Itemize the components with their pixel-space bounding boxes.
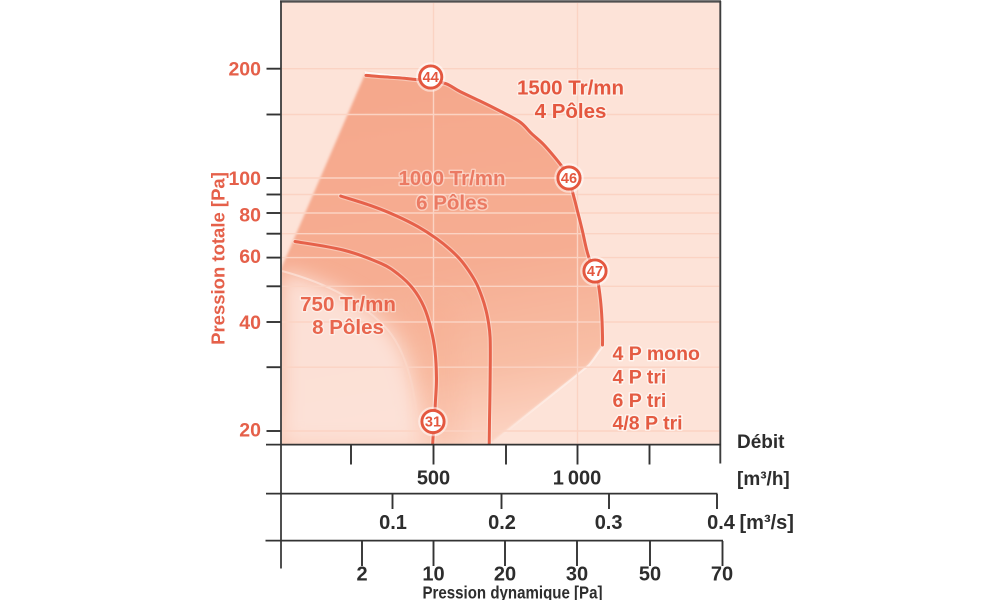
svg-text:4 P tri: 4 P tri xyxy=(613,366,667,388)
svg-text:8 Pôles: 8 Pôles xyxy=(312,316,384,339)
svg-text:60: 60 xyxy=(239,246,261,268)
svg-text:6 Pôles: 6 Pôles xyxy=(416,191,488,214)
svg-text:1500 Tr/mn: 1500 Tr/mn xyxy=(517,76,624,99)
svg-text:750 Tr/mn: 750 Tr/mn xyxy=(300,293,396,316)
svg-text:70: 70 xyxy=(711,564,733,586)
svg-text:200: 200 xyxy=(228,59,261,81)
svg-text:4 Pôles: 4 Pôles xyxy=(535,100,607,123)
svg-text:30: 30 xyxy=(566,564,588,586)
svg-text:4 P mono: 4 P mono xyxy=(613,343,700,365)
svg-text:4/8 P tri: 4/8 P tri xyxy=(613,413,683,435)
svg-text:0.1: 0.1 xyxy=(379,512,407,534)
svg-text:0.3: 0.3 xyxy=(595,512,623,534)
svg-text:10: 10 xyxy=(422,564,444,586)
svg-text:1000 Tr/mn: 1000 Tr/mn xyxy=(398,167,505,190)
svg-text:0.4: 0.4 xyxy=(707,512,736,534)
svg-text:2: 2 xyxy=(356,564,367,586)
svg-text:Débit: Débit xyxy=(737,432,785,453)
svg-text:31: 31 xyxy=(425,415,441,431)
svg-text:20: 20 xyxy=(494,564,516,586)
svg-text:46: 46 xyxy=(561,171,577,187)
svg-text:500: 500 xyxy=(417,468,450,490)
svg-text:[m³/h]: [m³/h] xyxy=(737,469,790,490)
svg-text:Pression totale [Pa]: Pression totale [Pa] xyxy=(208,172,229,345)
svg-text:20: 20 xyxy=(239,420,261,442)
svg-text:44: 44 xyxy=(423,70,439,86)
svg-text:1 000: 1 000 xyxy=(553,468,602,490)
svg-text:6 P tri: 6 P tri xyxy=(613,390,667,412)
svg-text:80: 80 xyxy=(239,205,261,227)
svg-text:40: 40 xyxy=(239,312,261,334)
svg-text:50: 50 xyxy=(639,564,661,586)
svg-text:0.2: 0.2 xyxy=(488,512,516,534)
svg-text:100: 100 xyxy=(228,168,261,190)
svg-text:Pression dynamique [Pa]: Pression dynamique [Pa] xyxy=(423,583,603,600)
svg-text:[m³/s]: [m³/s] xyxy=(740,512,794,534)
svg-text:47: 47 xyxy=(587,264,603,280)
